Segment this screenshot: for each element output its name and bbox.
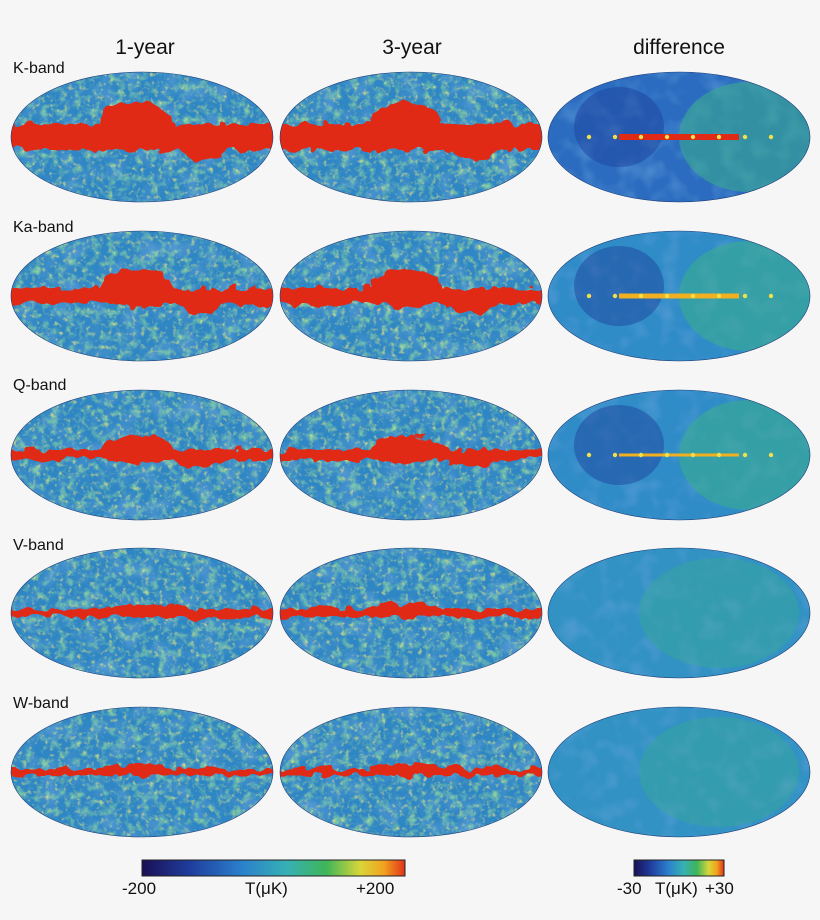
sky-map-v-band-1-year — [10, 547, 274, 679]
column-header-1-year: 1-year — [115, 36, 175, 59]
sky-map-w-band-3-year — [279, 706, 543, 838]
column-header-3-year: 3-year — [382, 36, 442, 59]
sky-map-w-band-1-year — [10, 706, 274, 838]
column-header-difference: difference — [633, 36, 725, 59]
sky-map-ka-band-3-year — [279, 230, 543, 362]
colorbar-diff — [633, 859, 725, 877]
colorbar-diff-min: -30 — [617, 879, 642, 898]
colorbar-main-max: +200 — [356, 879, 395, 898]
band-label-q: Q-band — [13, 377, 67, 394]
colorbar-diff-unit: T(μK) — [655, 879, 698, 898]
colorbar-diff-max: +30 — [705, 879, 734, 898]
sky-map-w-band-difference — [547, 706, 811, 838]
sky-map-k-band-1-year — [10, 71, 274, 203]
colorbar-main-min: -200 — [122, 879, 157, 898]
band-label-w: W-band — [13, 695, 69, 712]
band-label-k: K-band — [13, 60, 65, 77]
sky-map-q-band-1-year — [10, 389, 274, 521]
sky-map-q-band-3-year — [279, 389, 543, 521]
sky-map-q-band-difference — [547, 389, 811, 521]
sky-map-k-band-difference — [547, 71, 811, 203]
sky-map-v-band-difference — [547, 547, 811, 679]
colorbar-main-unit: T(μK) — [245, 879, 288, 898]
sky-map-v-band-3-year — [279, 547, 543, 679]
sky-map-k-band-3-year — [279, 71, 543, 203]
band-label-v: V-band — [13, 537, 64, 554]
sky-map-ka-band-1-year — [10, 230, 274, 362]
sky-map-ka-band-difference — [547, 230, 811, 362]
colorbar-main — [141, 859, 406, 877]
band-label-ka: Ka-band — [13, 219, 74, 236]
